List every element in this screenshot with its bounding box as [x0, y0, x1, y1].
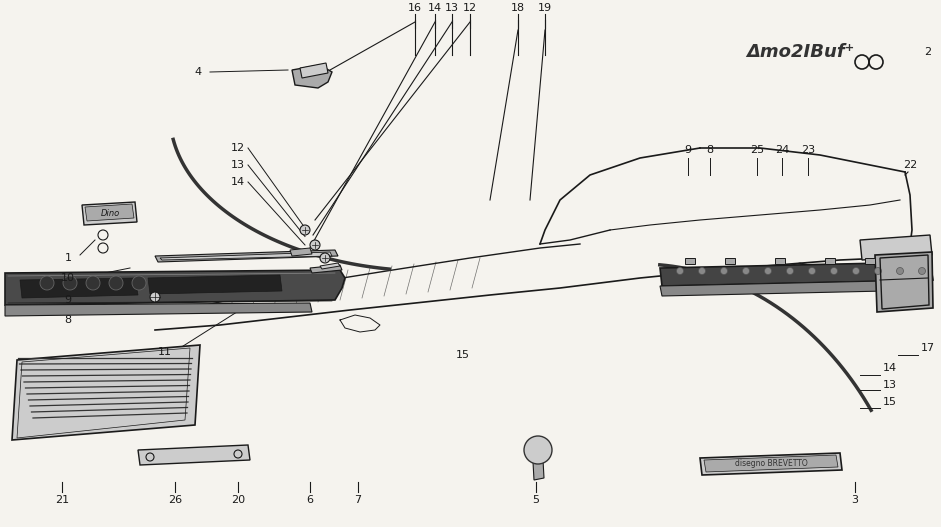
- Text: 2: 2: [924, 47, 932, 57]
- Text: 26: 26: [167, 495, 182, 505]
- Circle shape: [787, 268, 793, 275]
- Polygon shape: [685, 258, 695, 264]
- Polygon shape: [704, 455, 838, 472]
- Circle shape: [150, 292, 160, 302]
- Polygon shape: [12, 345, 200, 440]
- Text: 20: 20: [231, 495, 245, 505]
- Polygon shape: [860, 235, 932, 260]
- Text: 9: 9: [684, 145, 692, 155]
- Text: 12: 12: [463, 3, 477, 13]
- Text: 23: 23: [801, 145, 815, 155]
- Circle shape: [310, 240, 320, 250]
- Text: 19: 19: [538, 3, 552, 13]
- Circle shape: [874, 268, 882, 275]
- Polygon shape: [82, 202, 137, 225]
- Text: 17: 17: [921, 343, 935, 353]
- Polygon shape: [660, 280, 930, 296]
- Text: 13: 13: [883, 380, 897, 390]
- Text: 11: 11: [158, 347, 172, 357]
- Polygon shape: [875, 252, 933, 312]
- Polygon shape: [20, 278, 138, 298]
- Text: 7: 7: [355, 495, 361, 505]
- Polygon shape: [292, 65, 332, 88]
- Circle shape: [300, 225, 310, 235]
- Circle shape: [742, 268, 749, 275]
- Text: Δmo2IBuf⁺: Δmo2IBuf⁺: [746, 43, 854, 61]
- Circle shape: [132, 276, 146, 290]
- Polygon shape: [825, 258, 835, 264]
- Circle shape: [524, 436, 552, 464]
- Text: 16: 16: [408, 3, 422, 13]
- Text: 14: 14: [883, 363, 897, 373]
- Polygon shape: [700, 453, 842, 475]
- Circle shape: [86, 276, 100, 290]
- Text: 25: 25: [750, 145, 764, 155]
- Polygon shape: [310, 265, 342, 273]
- Text: 15: 15: [883, 397, 897, 407]
- Circle shape: [40, 276, 54, 290]
- Text: 18: 18: [511, 3, 525, 13]
- Circle shape: [320, 253, 330, 263]
- Circle shape: [109, 276, 123, 290]
- Circle shape: [677, 268, 683, 275]
- Polygon shape: [725, 258, 735, 264]
- Circle shape: [63, 276, 77, 290]
- Text: 13: 13: [231, 160, 245, 170]
- Text: 4: 4: [195, 67, 201, 77]
- Text: 9: 9: [64, 295, 72, 305]
- Text: 24: 24: [774, 145, 789, 155]
- Text: 3: 3: [852, 495, 858, 505]
- Text: 22: 22: [902, 160, 917, 170]
- Text: 12: 12: [231, 143, 245, 153]
- Polygon shape: [85, 204, 134, 221]
- Circle shape: [918, 268, 926, 275]
- Polygon shape: [148, 275, 282, 294]
- Text: Dino: Dino: [101, 209, 120, 218]
- Polygon shape: [155, 250, 338, 262]
- Polygon shape: [865, 258, 875, 264]
- Text: 13: 13: [445, 3, 459, 13]
- Polygon shape: [160, 252, 332, 260]
- Text: 10: 10: [61, 273, 75, 283]
- Polygon shape: [5, 303, 312, 316]
- Circle shape: [764, 268, 772, 275]
- Polygon shape: [290, 248, 312, 256]
- Text: 8: 8: [707, 145, 713, 155]
- Polygon shape: [533, 460, 544, 480]
- Text: 21: 21: [55, 495, 69, 505]
- Text: 5: 5: [533, 495, 539, 505]
- Polygon shape: [138, 445, 250, 465]
- Polygon shape: [660, 262, 933, 286]
- Text: 15: 15: [456, 350, 470, 360]
- Circle shape: [698, 268, 706, 275]
- Text: 8: 8: [64, 315, 72, 325]
- Text: 14: 14: [231, 177, 245, 187]
- Text: 1: 1: [65, 253, 72, 263]
- Circle shape: [831, 268, 837, 275]
- Text: 6: 6: [307, 495, 313, 505]
- Circle shape: [897, 268, 903, 275]
- Circle shape: [808, 268, 816, 275]
- Text: disegno BREVETTO: disegno BREVETTO: [735, 458, 807, 467]
- Polygon shape: [320, 263, 340, 269]
- Circle shape: [853, 268, 859, 275]
- Polygon shape: [5, 270, 345, 305]
- Text: 14: 14: [428, 3, 442, 13]
- Polygon shape: [775, 258, 785, 264]
- Circle shape: [721, 268, 727, 275]
- Polygon shape: [300, 63, 328, 78]
